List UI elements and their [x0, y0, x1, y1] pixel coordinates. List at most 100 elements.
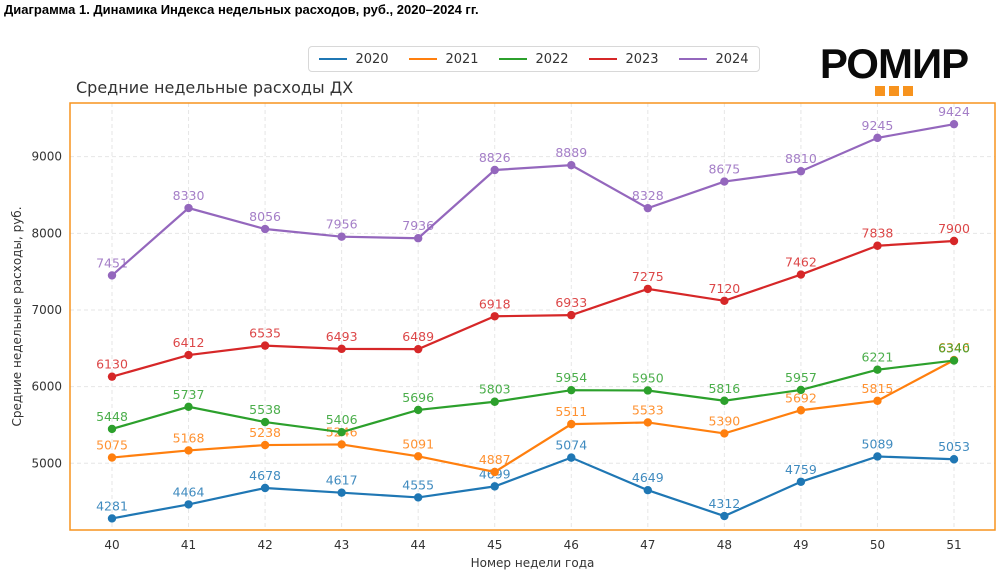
x-tick-label: 41: [181, 538, 196, 552]
data-point-2023: [720, 296, 729, 305]
data-label-2022: 5954: [555, 370, 587, 385]
data-point-2021: [337, 440, 346, 449]
data-point-2020: [567, 453, 576, 462]
legend-swatch-2023: [589, 58, 618, 60]
data-label-2023: 6489: [402, 329, 434, 344]
data-label-2024: 8330: [173, 188, 205, 203]
data-point-2022: [873, 365, 882, 374]
data-point-2024: [567, 160, 576, 170]
data-point-2022: [643, 386, 653, 395]
logo-text: РОМИР: [819, 40, 969, 87]
legend-label-2024: 2024: [715, 51, 749, 67]
data-label-2020: 4555: [402, 477, 434, 492]
data-point-2023: [949, 236, 959, 246]
x-tick-label: 50: [870, 538, 885, 552]
data-point-2021: [720, 429, 729, 438]
data-point-2023: [567, 310, 576, 320]
data-point-2022: [337, 427, 346, 437]
data-point-2021: [796, 406, 806, 415]
y-tick-label: 6000: [31, 380, 62, 394]
data-point-2024: [796, 167, 806, 176]
data-label-2021: 5511: [555, 404, 587, 419]
data-point-2024: [720, 177, 729, 186]
data-point-2020: [949, 455, 959, 464]
data-label-2020: 4312: [708, 496, 740, 511]
legend-swatch-2024: [679, 58, 708, 60]
x-tick-label: 51: [946, 538, 961, 552]
data-label-2021: 4887: [479, 452, 511, 467]
data-point-2020: [873, 452, 882, 461]
legend-item-2020: 2020: [319, 52, 389, 67]
data-point-2023: [796, 270, 806, 279]
data-label-2024: 8675: [708, 162, 740, 177]
data-point-2021: [873, 396, 882, 406]
data-label-2021: 5168: [173, 430, 205, 445]
x-tick-label: 44: [411, 538, 426, 552]
data-point-2024: [490, 165, 499, 175]
data-point-2024: [337, 232, 346, 241]
data-label-2022: 5957: [785, 370, 817, 385]
data-label-2021: 5815: [862, 381, 894, 396]
data-label-2023: 6412: [173, 335, 205, 350]
page-heading: Диаграмма 1. Динамика Индекса недельных …: [4, 2, 479, 17]
data-point-2024: [260, 224, 270, 234]
data-label-2020: 4649: [632, 470, 664, 485]
data-label-2023: 6933: [555, 295, 587, 310]
data-point-2024: [107, 271, 117, 280]
data-label-2022: 5406: [326, 412, 358, 427]
legend-label-2023: 2023: [625, 51, 659, 67]
data-label-2022: 5950: [632, 370, 664, 385]
data-point-2020: [413, 493, 423, 502]
legend-label-2021: 2021: [445, 51, 479, 67]
data-label-2021: 5238: [249, 425, 281, 440]
legend-swatch-2022: [499, 58, 528, 60]
series-line-2021: [111, 359, 955, 474]
data-label-2020: 5074: [555, 438, 587, 453]
logo-squares-icon: [806, 86, 982, 96]
data-point-2023: [490, 312, 499, 321]
data-label-2023: 6493: [326, 329, 358, 344]
data-label-2021: 5075: [96, 438, 128, 453]
data-point-2020: [337, 488, 346, 497]
data-label-2022: 6221: [862, 350, 894, 365]
data-label-2023: 7838: [862, 226, 894, 241]
series-line-2020: [111, 455, 955, 520]
data-label-2024: 7956: [326, 217, 358, 232]
x-axis-label: Номер недели года: [471, 556, 595, 570]
y-tick-label: 8000: [31, 226, 62, 240]
y-tick-label: 5000: [31, 456, 62, 470]
x-tick-label: 47: [640, 538, 655, 552]
chart-legend: 2020 2021 2022 2023 2024: [308, 46, 760, 72]
data-label-2023: 6918: [479, 296, 511, 311]
data-point-2023: [643, 284, 653, 294]
data-point-2023: [873, 241, 882, 250]
y-tick-label: 7000: [31, 303, 62, 317]
data-point-2023: [260, 341, 270, 350]
data-point-2021: [413, 452, 423, 461]
data-label-2024: 8056: [249, 209, 281, 224]
legend-swatch-2020: [319, 58, 348, 60]
data-label-2023: 7462: [785, 255, 817, 270]
data-point-2020: [643, 486, 653, 495]
data-point-2023: [184, 350, 193, 360]
legend-swatch-2021: [409, 58, 438, 60]
x-tick-label: 49: [793, 538, 808, 552]
series-line-2024: [111, 123, 955, 277]
data-label-2024: 9424: [938, 104, 970, 119]
x-tick-label: 48: [717, 538, 732, 552]
data-point-2020: [260, 483, 270, 493]
data-point-2024: [949, 119, 959, 129]
data-label-2021: 5390: [708, 413, 740, 428]
data-point-2022: [949, 356, 959, 365]
data-label-2024: 9245: [862, 118, 894, 133]
plot-frame: [69, 102, 996, 531]
data-point-2022: [184, 402, 193, 412]
data-label-2022: 5816: [708, 381, 740, 396]
data-point-2024: [184, 203, 193, 213]
data-label-2024: 8826: [479, 150, 511, 165]
data-point-2021: [490, 467, 499, 477]
data-point-2020: [107, 514, 117, 523]
legend-item-2022: 2022: [499, 52, 569, 67]
data-label-2022: 5737: [173, 387, 205, 402]
